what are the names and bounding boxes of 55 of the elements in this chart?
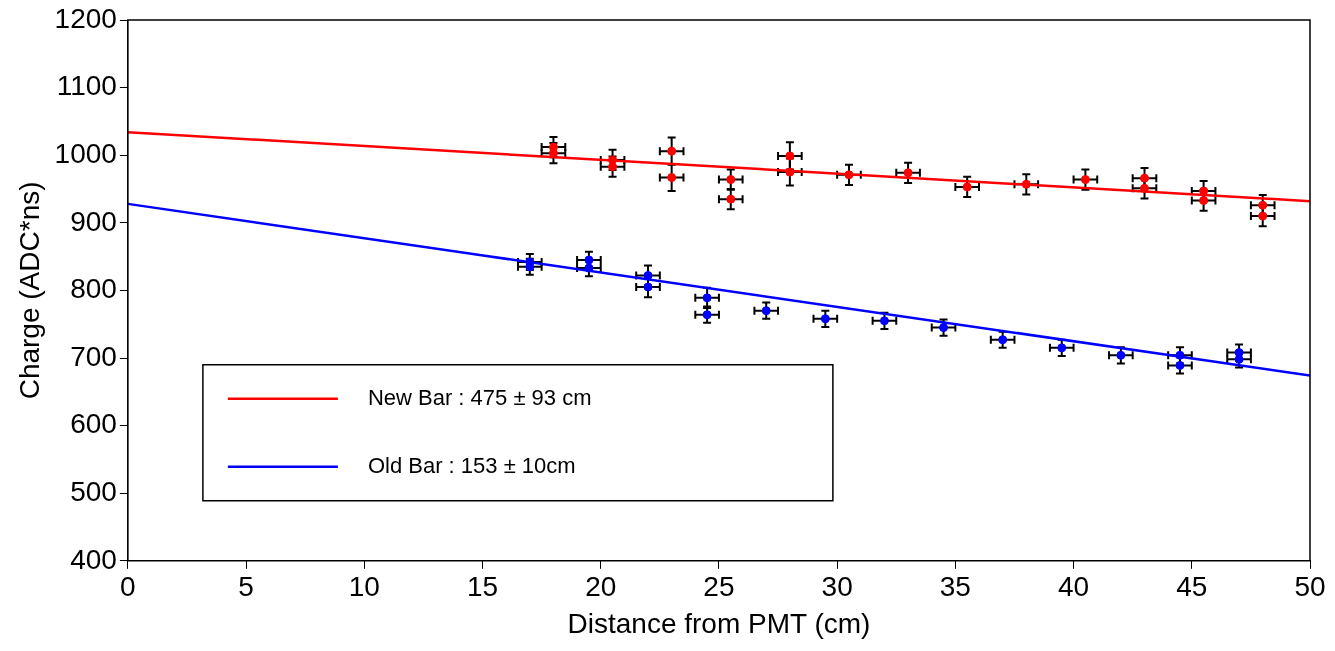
x-tick-label: 50 bbox=[1294, 571, 1326, 603]
point bbox=[939, 323, 949, 333]
point bbox=[584, 263, 594, 273]
point bbox=[608, 162, 618, 172]
point bbox=[761, 306, 771, 316]
point bbox=[584, 255, 594, 265]
y-axis-title: Charge (ADC*ns) bbox=[13, 181, 45, 400]
point bbox=[702, 293, 712, 303]
point bbox=[785, 151, 795, 161]
point bbox=[1116, 350, 1126, 360]
y-tick-label: 600 bbox=[70, 408, 117, 440]
point bbox=[1258, 200, 1268, 210]
point bbox=[643, 282, 653, 292]
point bbox=[785, 167, 795, 177]
x-tick-label: 10 bbox=[348, 571, 380, 603]
point bbox=[702, 310, 712, 320]
x-tick-label: 25 bbox=[703, 571, 735, 603]
point bbox=[879, 316, 889, 326]
point bbox=[1140, 173, 1149, 183]
y-tick-label: 500 bbox=[70, 475, 117, 507]
y-tick-label: 1000 bbox=[54, 137, 117, 169]
point bbox=[726, 175, 736, 185]
y-tick-label: 700 bbox=[70, 340, 117, 372]
x-axis-title: Distance from PMT (cm) bbox=[567, 607, 871, 639]
point bbox=[1175, 360, 1185, 370]
legend-label: Old Bar : 153 ± 10cm bbox=[367, 452, 576, 478]
y-tick-label: 900 bbox=[70, 205, 117, 237]
point bbox=[1199, 195, 1209, 205]
x-tick-label: 45 bbox=[1176, 571, 1208, 603]
x-tick-label: 30 bbox=[821, 571, 853, 603]
y-tick-label: 400 bbox=[70, 543, 117, 575]
point bbox=[1057, 343, 1067, 353]
point bbox=[1021, 179, 1031, 189]
point bbox=[903, 168, 913, 178]
point bbox=[667, 173, 677, 183]
point bbox=[1080, 175, 1090, 185]
point bbox=[1140, 183, 1149, 193]
x-tick-label: 5 bbox=[238, 571, 254, 603]
x-tick-label: 35 bbox=[939, 571, 971, 603]
x-tick-label: 0 bbox=[120, 571, 136, 603]
legend-label: New Bar : 475 ± 93 cm bbox=[367, 384, 592, 410]
x-tick-label: 15 bbox=[466, 571, 499, 603]
y-tick-label: 1100 bbox=[56, 70, 117, 102]
x-tick-label: 20 bbox=[585, 571, 617, 603]
point bbox=[844, 170, 854, 180]
point bbox=[1175, 350, 1185, 360]
point bbox=[962, 182, 972, 192]
y-tick-label: 1200 bbox=[54, 2, 117, 34]
x-tick-label: 40 bbox=[1058, 571, 1090, 603]
point bbox=[820, 314, 830, 324]
point bbox=[998, 335, 1008, 345]
y-tick-label: 800 bbox=[70, 273, 117, 305]
point bbox=[667, 146, 677, 156]
point bbox=[726, 194, 736, 204]
point bbox=[1258, 211, 1268, 221]
